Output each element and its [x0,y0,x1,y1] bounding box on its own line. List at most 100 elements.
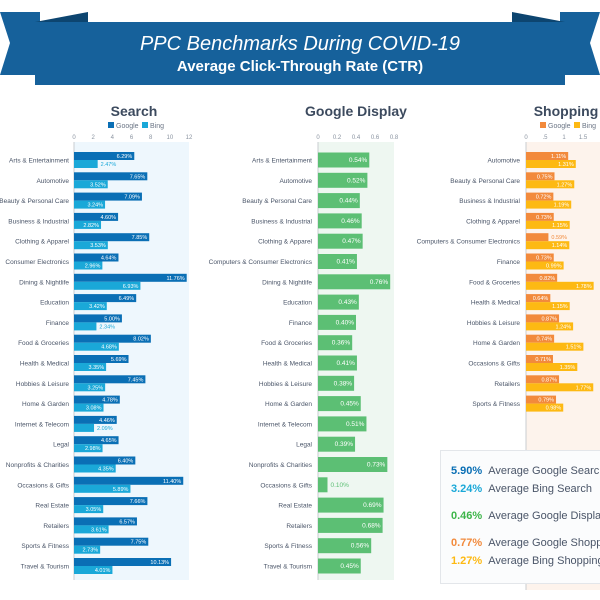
category-label: Clothing & Apparel [258,239,312,246]
bar-display [318,477,328,493]
category-label: Automotive [36,178,69,185]
data-label: 0.72% [536,195,552,201]
bar-google [526,375,560,384]
category-label: Home & Garden [473,340,520,347]
data-label: 0.38% [334,380,353,387]
data-label: 5.69% [111,357,127,363]
legend-label: Google [116,123,139,130]
data-label: 1.19% [554,203,570,209]
data-label: 0.40% [336,319,355,326]
bar-google [74,375,146,384]
data-label: 2.34% [99,324,115,330]
bar-bing [74,403,104,412]
legend-swatch [108,122,114,128]
data-label: 0.59% [551,235,567,241]
bar-display [318,517,383,533]
x-tick-label: .5 [542,135,548,141]
category-label: Health & Medical [20,361,70,368]
bar-google [74,537,149,546]
avg-google-display: 0.46% Average Google Display [451,510,600,522]
bar-bing [526,363,578,371]
bar-bing [74,160,98,168]
bar-google [74,192,142,201]
bar-display [318,213,362,229]
bar-google [74,334,151,343]
data-label: 6.40% [118,459,134,465]
data-label: 6.93% [123,284,139,290]
category-label: Food & Groceries [469,279,521,286]
x-tick-label: 1 [562,135,566,141]
bar-bing [74,180,108,189]
category-label: Dining & Nightlife [262,279,312,286]
data-label: 6.57% [119,519,135,525]
bar-google [526,395,557,404]
category-label: Food & Groceries [18,340,70,347]
bar-bing [526,180,575,189]
data-label: 3.35% [88,365,104,371]
bar-bing [74,322,97,331]
avg-google-search: 5.90% Average Google Search [451,465,600,477]
data-label: 0.73% [367,462,386,469]
data-label: 3.52% [90,182,106,188]
data-label: 0.56% [351,543,370,550]
data-label: 0.44% [339,198,358,205]
chart-title: Google Display [305,103,407,119]
bar-display [318,497,384,513]
data-label: 0.69% [363,502,382,509]
bar-display [318,416,367,432]
legend-label: Bing [582,123,596,130]
bar-bing [526,241,570,250]
category-label: Business & Industrial [459,198,520,205]
bar-bing [74,464,116,473]
data-label: 0.73% [536,256,552,262]
data-label: 1.24% [556,324,572,330]
data-label: 1.51% [566,345,582,351]
data-label: 4.65% [101,438,117,444]
bar-bing [74,383,106,392]
data-label: 3.08% [86,406,102,412]
data-label: 2.98% [85,446,101,452]
avg-google-shopping: 0.77%Average Google Shopping [451,537,600,549]
data-label: 11.76% [166,276,184,282]
category-label: Legal [296,442,312,449]
bar-bing [74,505,104,514]
category-label: Nonprofits & Charities [249,462,313,469]
bar-google [526,233,549,242]
data-label: 0.51% [346,421,365,428]
bar-google [526,273,558,282]
bar-bing [74,281,141,290]
data-label: 0.73% [536,215,552,221]
data-label: 2.82% [83,223,99,229]
data-label: 4.78% [102,398,118,404]
data-label: 7.45% [128,377,144,383]
data-label: 0.99% [546,264,562,270]
category-label: Hobbies & Leisure [467,320,520,327]
data-label: 6.29% [117,154,133,160]
bar-bing [74,241,108,250]
category-label: Health & Medical [471,300,521,307]
data-label: 7.65% [130,174,146,180]
banner-subtitle: Average Click-Through Rate (CTR) [176,58,424,75]
x-tick-label: 0.4 [352,135,361,141]
bar-google [74,172,148,181]
data-label: 1.15% [552,304,568,310]
bar-bing [526,342,584,351]
category-label: Home & Garden [22,401,69,408]
bar-bing [74,200,106,209]
data-label: 2.09% [97,426,113,432]
bar-bing [526,322,574,331]
data-label: 0.75% [537,174,553,180]
data-label: 4.68% [101,345,117,351]
data-label: 7.75% [131,540,147,546]
data-label: 1.77% [576,385,592,391]
bar-google [526,192,554,201]
category-label: Food & Groceries [261,340,313,347]
data-label: 0.41% [337,360,356,367]
data-label: 1.78% [576,284,592,290]
legend-label: Bing [150,123,164,130]
data-label: 0.41% [337,259,356,266]
bar-bing [526,261,564,270]
category-label: Sports & Fitness [264,543,312,550]
data-label: 7.09% [124,195,140,201]
